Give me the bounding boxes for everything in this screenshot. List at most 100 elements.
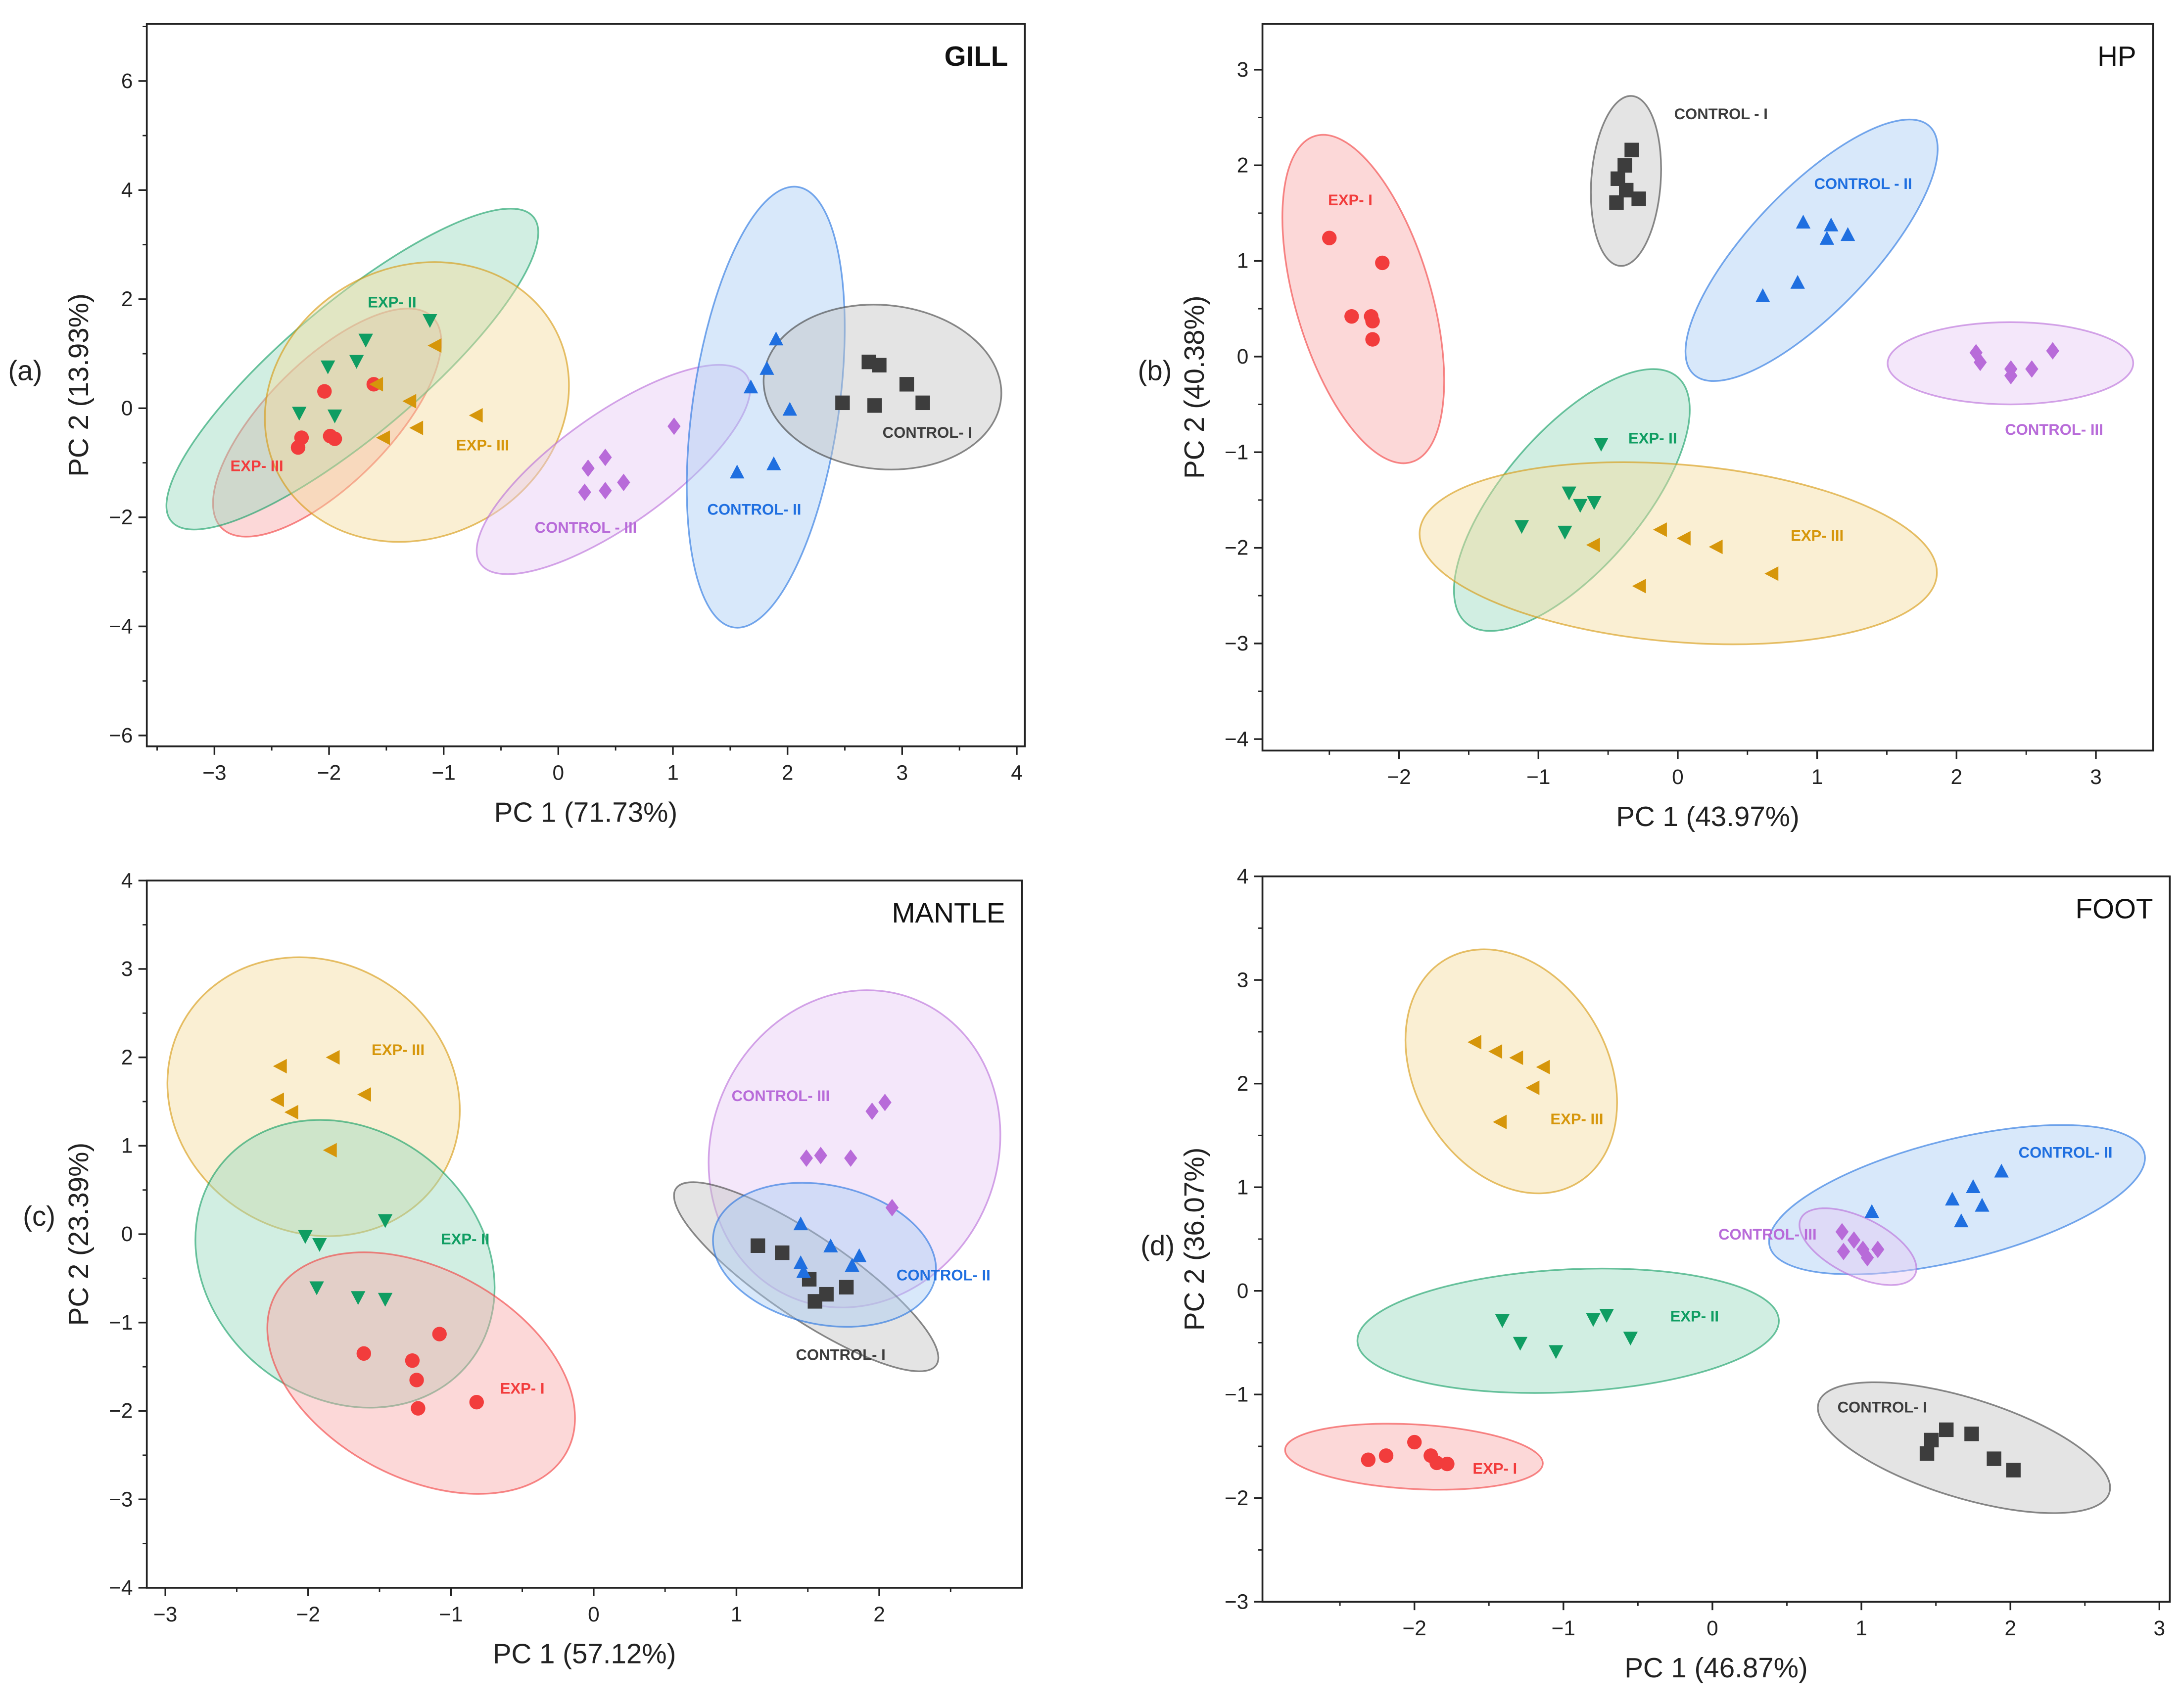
data-point bbox=[1840, 227, 1855, 241]
x-tick-label: −3 bbox=[202, 761, 226, 785]
y-tick-label: −1 bbox=[1225, 440, 1248, 463]
group-label: EXP- III bbox=[1550, 1110, 1603, 1128]
group-label: CONTROL- II bbox=[897, 1267, 991, 1284]
group-label: CONTROL- I bbox=[883, 424, 972, 441]
x-tick-label: 3 bbox=[2090, 765, 2102, 788]
data-point bbox=[835, 395, 850, 411]
panel-title: FOOT bbox=[2076, 893, 2153, 924]
panel-label: (b) bbox=[1138, 355, 1172, 386]
data-point bbox=[1378, 1448, 1394, 1463]
x-tick-label: 4 bbox=[1011, 761, 1023, 785]
group-label: EXP- II bbox=[368, 294, 416, 311]
confidence-ellipse bbox=[712, 1182, 937, 1328]
data-point bbox=[1973, 353, 1987, 371]
y-axis-label: PC 2 (40.38%) bbox=[1179, 295, 1210, 479]
group-label: CONTROL - III bbox=[535, 519, 637, 536]
group-label: EXP- II bbox=[441, 1230, 489, 1247]
data-point bbox=[323, 1143, 337, 1157]
x-axis-label: PC 1 (43.97%) bbox=[1616, 801, 1800, 832]
x-tick-label: 2 bbox=[782, 761, 794, 785]
data-point bbox=[1837, 1243, 1850, 1260]
confidence-ellipse bbox=[762, 304, 1002, 471]
data-point bbox=[1764, 566, 1779, 581]
group-label: EXP- III bbox=[231, 457, 284, 474]
data-point bbox=[1586, 1313, 1601, 1327]
data-point bbox=[581, 460, 595, 477]
data-point bbox=[1509, 1050, 1523, 1065]
y-tick-label: 2 bbox=[1237, 1072, 1249, 1095]
data-point bbox=[1429, 1455, 1444, 1471]
data-point bbox=[273, 1059, 287, 1074]
data-point bbox=[852, 1248, 867, 1262]
x-tick-label: −1 bbox=[432, 761, 456, 785]
data-point bbox=[317, 384, 332, 399]
data-point bbox=[1536, 1060, 1550, 1074]
data-point bbox=[1919, 1446, 1935, 1461]
data-point bbox=[1624, 142, 1639, 157]
data-point bbox=[1945, 1192, 1960, 1206]
data-point bbox=[793, 1216, 808, 1231]
data-point bbox=[1344, 309, 1359, 324]
y-tick-label: −2 bbox=[109, 506, 133, 529]
x-tick-label: −1 bbox=[439, 1603, 463, 1626]
group-label: EXP- II bbox=[1628, 430, 1677, 447]
group-label: CONTROL- I bbox=[1838, 1399, 1927, 1416]
data-point bbox=[1975, 1198, 1990, 1212]
x-tick-label: 0 bbox=[1707, 1616, 1718, 1640]
data-point bbox=[782, 402, 797, 416]
confidence-ellipse bbox=[686, 185, 846, 629]
y-tick-label: −4 bbox=[109, 1576, 133, 1599]
data-point bbox=[1755, 288, 1770, 302]
group-label: EXP- I bbox=[1328, 191, 1373, 209]
x-tick-label: −2 bbox=[1403, 1616, 1426, 1640]
x-tick-label: 0 bbox=[553, 761, 565, 785]
data-point bbox=[1994, 1163, 2009, 1178]
data-point bbox=[1969, 344, 1983, 362]
data-point bbox=[409, 1373, 424, 1387]
confidence-ellipse bbox=[1817, 1381, 2111, 1514]
x-tick-label: 0 bbox=[588, 1603, 600, 1626]
data-point bbox=[1573, 499, 1588, 513]
data-point bbox=[378, 1214, 393, 1228]
data-point bbox=[578, 483, 591, 501]
data-point bbox=[759, 361, 774, 375]
y-tick-label: 4 bbox=[121, 869, 133, 892]
data-point bbox=[768, 331, 784, 346]
data-point bbox=[1631, 191, 1646, 206]
data-point bbox=[1708, 539, 1723, 554]
data-point bbox=[1407, 1434, 1422, 1450]
panel-title: MANTLE bbox=[892, 897, 1005, 928]
data-point bbox=[1924, 1432, 1939, 1448]
data-point bbox=[411, 1401, 426, 1416]
y-tick-label: −4 bbox=[109, 614, 133, 638]
y-tick-label: −1 bbox=[1225, 1383, 1248, 1406]
data-point bbox=[667, 417, 681, 435]
data-point bbox=[1586, 538, 1600, 553]
confidence-ellipse bbox=[194, 1119, 496, 1409]
x-tick-label: 2 bbox=[1951, 765, 1963, 788]
data-point bbox=[1632, 579, 1646, 594]
data-point bbox=[1954, 1213, 1969, 1228]
data-point bbox=[1361, 1452, 1376, 1467]
confidence-ellipse bbox=[1799, 1207, 1917, 1286]
data-point bbox=[872, 358, 887, 372]
data-point bbox=[376, 430, 390, 445]
x-tick-label: −2 bbox=[317, 761, 341, 785]
data-point bbox=[356, 1346, 371, 1361]
data-point bbox=[409, 420, 424, 435]
y-axis-label: PC 2 (23.39%) bbox=[63, 1143, 94, 1326]
data-point bbox=[270, 1092, 284, 1108]
data-point bbox=[1599, 1309, 1614, 1323]
y-axis-label: PC 2 (36.07%) bbox=[1179, 1148, 1210, 1331]
data-point bbox=[369, 377, 383, 392]
y-tick-label: −2 bbox=[109, 1399, 133, 1423]
group-label: CONTROL- III bbox=[2005, 421, 2103, 438]
confidence-ellipse bbox=[1684, 118, 1939, 382]
group-label: CONTROL - I bbox=[1674, 105, 1768, 123]
data-point bbox=[327, 431, 342, 446]
y-tick-label: 3 bbox=[121, 957, 133, 980]
data-point bbox=[290, 440, 306, 455]
data-point bbox=[1514, 520, 1529, 534]
y-tick-label: −1 bbox=[109, 1311, 133, 1334]
